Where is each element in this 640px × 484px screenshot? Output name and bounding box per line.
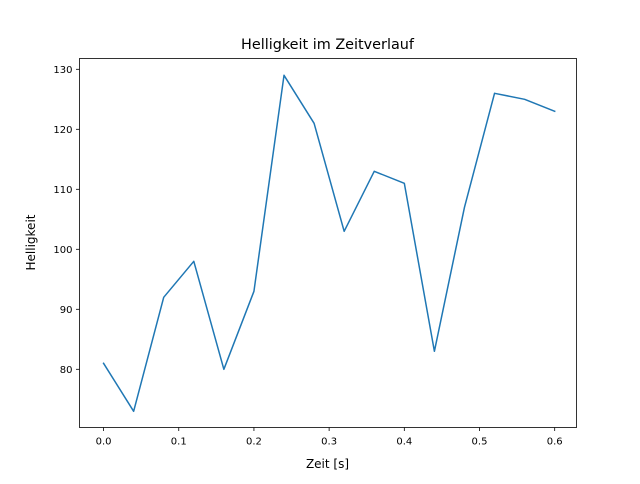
x-tick-label: 0.6: [547, 437, 563, 448]
series-line-helligkeit: [102, 74, 556, 413]
axes-frame: [79, 58, 577, 428]
x-tick-label: 0.1: [171, 437, 187, 448]
y-tick-label: 80: [60, 365, 73, 376]
x-tick-label: 0.4: [396, 437, 412, 448]
y-axis-label: Helligkeit: [24, 214, 38, 270]
y-tick-label: 90: [60, 305, 73, 316]
x-tick-label: 0.5: [472, 437, 488, 448]
x-tick-label: 0.3: [321, 437, 337, 448]
x-axis-label: Zeit [s]: [306, 457, 349, 471]
x-tick-label: 0.2: [246, 437, 262, 448]
y-tick-label: 120: [53, 125, 72, 136]
y-tick-label: 130: [53, 65, 72, 76]
y-tick-label: 100: [53, 245, 72, 256]
chart-title: Helligkeit im Zeitverlauf: [241, 37, 415, 53]
x-tick-label: 0.0: [96, 437, 112, 448]
y-tick-label: 110: [53, 185, 72, 196]
